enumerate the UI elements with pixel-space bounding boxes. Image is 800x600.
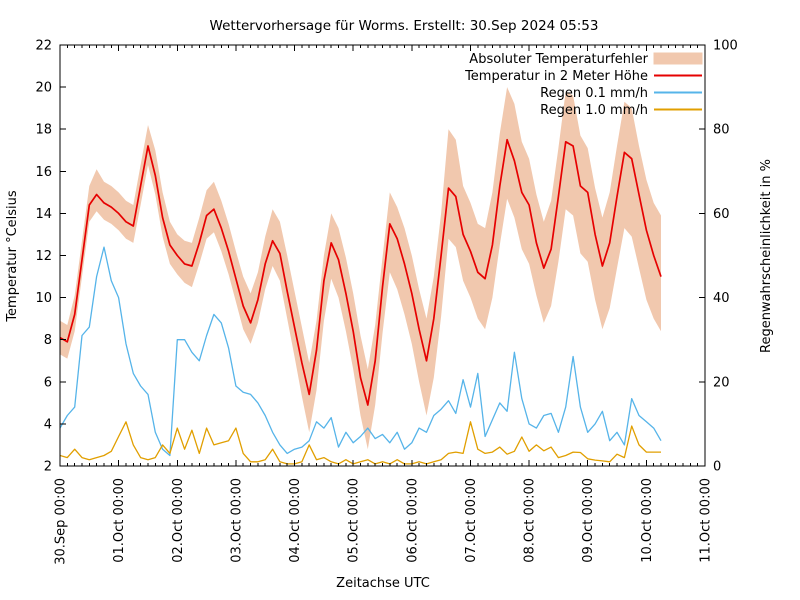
legend-band-swatch bbox=[653, 52, 703, 65]
legend-label-0: Absoluter Temperaturfehler bbox=[469, 52, 648, 67]
x-axis-label: Zeitachse UTC bbox=[336, 576, 430, 591]
x-tick-label: 09.Oct 00:00 bbox=[581, 478, 596, 563]
y-left-tick-label: 14 bbox=[35, 207, 52, 222]
y-right-tick-label: 20 bbox=[713, 375, 730, 390]
legend-label-3: Regen 1.0 mm/h bbox=[540, 103, 648, 118]
y-right-tick-label: 60 bbox=[713, 207, 730, 222]
x-tick-label: 01.Oct 00:00 bbox=[112, 478, 127, 563]
y-left-tick-label: 12 bbox=[35, 249, 52, 264]
x-tick-label: 05.Oct 00:00 bbox=[347, 478, 362, 563]
y-left-tick-label: 20 bbox=[35, 81, 52, 96]
y-left-axis-label: Temperatur °Celsius bbox=[5, 190, 20, 323]
legend-label-2: Regen 0.1 mm/h bbox=[540, 86, 648, 101]
y-right-tick-label: 0 bbox=[713, 460, 721, 475]
series-layer bbox=[60, 87, 662, 465]
y-right-tick-label: 80 bbox=[713, 123, 730, 138]
legend-label-1: Temperatur in 2 Meter Höhe bbox=[464, 69, 648, 84]
temperature-line-series bbox=[60, 138, 662, 406]
y-left-tick-label: 4 bbox=[44, 417, 52, 432]
axes-layer: 30.Sep 00:00 01.Oct 00:00 02.Oct 00:00 03.O… bbox=[35, 39, 737, 565]
y-left-tick-label: 6 bbox=[44, 375, 52, 390]
y-left-tick-label: 22 bbox=[35, 39, 52, 54]
x-tick-label: 11.Oct 00:00 bbox=[699, 478, 714, 563]
x-tick-label: 30.Sep 00:00 bbox=[54, 478, 69, 565]
x-tick-label: 06.Oct 00:00 bbox=[405, 478, 420, 563]
legend: Absoluter Temperaturfehler Temperatur in … bbox=[464, 52, 703, 118]
y-left-tick-label: 18 bbox=[35, 123, 52, 138]
rain-01-line-series bbox=[60, 246, 662, 457]
x-tick-label: 02.Oct 00:00 bbox=[171, 478, 186, 563]
rain-10-line-series bbox=[60, 421, 661, 465]
x-tick-label: 10.Oct 00:00 bbox=[640, 478, 655, 563]
y-left-tick-label: 8 bbox=[44, 333, 52, 348]
x-tick-label: 08.Oct 00:00 bbox=[523, 478, 538, 563]
x-tick-label: 07.Oct 00:00 bbox=[464, 478, 479, 563]
x-tick-label: 04.Oct 00:00 bbox=[288, 478, 303, 563]
x-tick-label: 03.Oct 00:00 bbox=[229, 478, 244, 563]
y-left-tick-label: 16 bbox=[35, 165, 52, 180]
y-right-tick-label: 100 bbox=[713, 39, 738, 54]
y-left-tick-label: 10 bbox=[35, 291, 52, 306]
chart-title: Wettervorhersage für Worms. Erstellt: 30… bbox=[210, 18, 599, 34]
y-left-tick-label: 2 bbox=[44, 460, 52, 475]
y-right-axis-label: Regenwahrscheinlichkeit in % bbox=[759, 159, 774, 353]
error-band-series bbox=[60, 87, 661, 450]
y-right-tick-label: 40 bbox=[713, 291, 730, 306]
